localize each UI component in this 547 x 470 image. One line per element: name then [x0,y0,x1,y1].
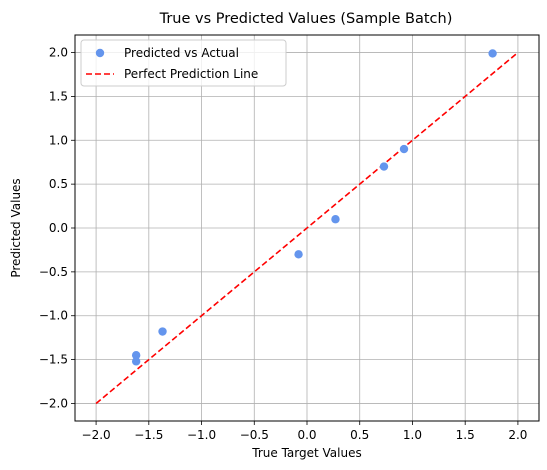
x-tick-label: −1.0 [187,428,216,442]
data-point [399,144,409,154]
x-tick-label: 0.5 [350,428,369,442]
plot-marks [95,49,519,405]
y-tick-label: 1.5 [49,89,68,103]
legend-box [80,39,287,87]
y-tick-label: 0.5 [49,177,68,191]
y-tick-label: −0.5 [39,265,68,279]
x-tick-label: −0.5 [240,428,269,442]
y-tick-label: −1.0 [39,309,68,323]
x-tick-label: 1.0 [403,428,422,442]
legend-label: Perfect Prediction Line [124,67,258,81]
y-tick-label: −1.5 [39,353,68,367]
x-tick-label: 1.5 [456,428,475,442]
axis-ticks: −2.0 −1.5 −1.0 −0.5 0.0 0.5 1.0 1.5 2.0 −2.0 −1.5 −… [39,46,528,442]
data-point [131,357,141,366]
x-tick-label: 0.0 [297,428,316,442]
data-point [131,351,141,360]
y-tick-label: −2.0 [39,396,68,410]
data-point [158,327,167,336]
x-axis-title: True Target Values [251,446,361,460]
x-tick-label: −1.5 [134,428,163,442]
x-tick-label: 2.0 [508,428,527,442]
chart-title: True vs Predicted Values (Sample Batch) [159,11,453,27]
data-point [331,215,340,224]
perfect-prediction-line [95,51,519,405]
x-tick-label: −2.0 [82,428,111,442]
data-point [488,49,497,58]
y-axis-title: Predicted Values [9,178,23,277]
data-point [294,250,303,259]
legend-label: Predicted vs Actual [124,46,239,60]
y-tick-label: 1.0 [49,133,68,147]
y-tick-label: 0.0 [49,221,68,235]
legend-marker-scatter [95,48,105,58]
data-point [379,162,389,171]
y-tick-label: 2.0 [49,46,68,60]
legend: Predicted vs Actual Perfect Prediction Li… [80,39,287,87]
